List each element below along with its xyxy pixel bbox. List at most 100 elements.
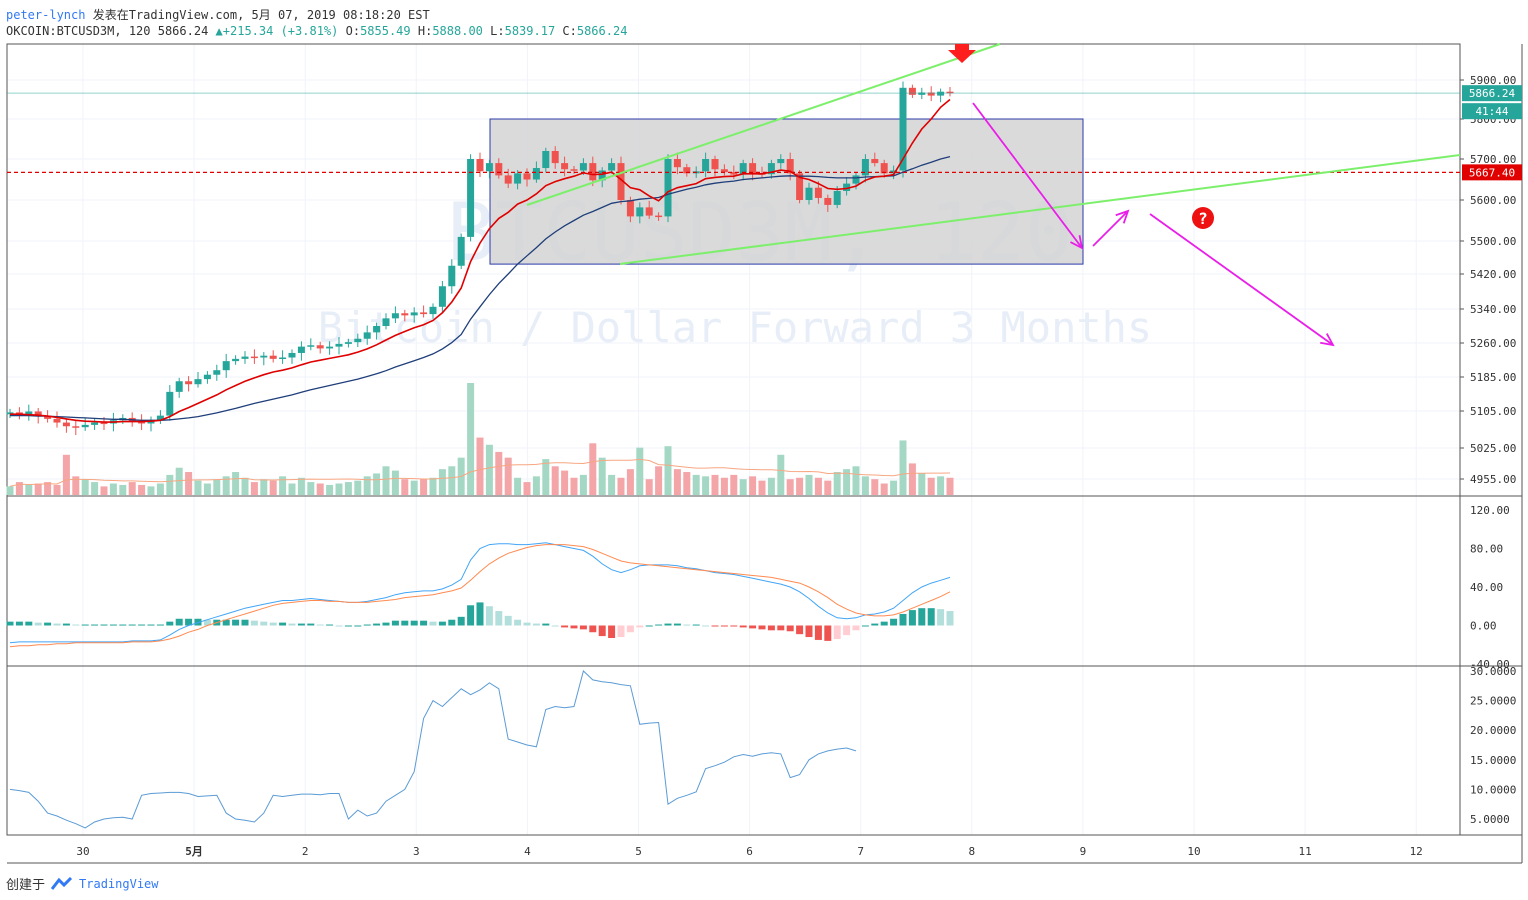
candle-body <box>589 163 597 181</box>
up-triangle-icon: ▲ <box>215 24 223 38</box>
macd-histogram-bar <box>241 619 249 626</box>
volatility-pane <box>9 670 857 829</box>
macd-histogram-bar <box>6 621 14 626</box>
macd-histogram-bar <box>222 619 230 626</box>
volume-bar <box>608 474 616 495</box>
volume-bar <box>6 486 14 495</box>
macd-tick-label: 120.00 <box>1470 504 1510 517</box>
volatility-tick-label: 25.0000 <box>1470 695 1516 708</box>
candle-body <box>551 151 559 164</box>
macd-histogram-bar <box>297 623 305 626</box>
candle-body <box>138 421 146 424</box>
last-price-tag: 5866.24 <box>1469 87 1516 100</box>
candle-body <box>72 426 80 428</box>
drawings-back[interactable] <box>489 118 1084 265</box>
candle-body <box>279 357 287 360</box>
macd-histogram-bar <box>532 623 540 626</box>
volume-bar <box>598 457 606 495</box>
volume-bar <box>579 474 587 495</box>
candle-body <box>288 352 296 358</box>
volatility-line <box>9 670 857 829</box>
macd-histogram-bar <box>796 625 804 635</box>
volume-bar <box>749 476 757 495</box>
candle-body <box>91 422 99 425</box>
macd-histogram-bar <box>62 623 70 626</box>
candle-body <box>908 87 916 95</box>
candle-body <box>241 356 249 359</box>
macd-histogram-bar <box>485 606 493 626</box>
volume-bar <box>81 479 89 495</box>
candle-body <box>363 332 371 339</box>
volume-bar <box>692 474 700 495</box>
candle-body <box>344 342 352 344</box>
candle-body <box>485 163 493 172</box>
macd-histogram-bar <box>542 623 550 626</box>
candle-body <box>373 326 381 333</box>
macd-histogram-bar <box>579 625 587 630</box>
volume-bar <box>109 483 117 495</box>
volatility-tick-label: 10.0000 <box>1470 783 1516 796</box>
macd-histogram-bar <box>429 621 437 626</box>
candle-body <box>175 381 183 392</box>
volume-bar <box>232 472 240 495</box>
macd-histogram-bar <box>767 625 775 631</box>
price-tick-label: 5025.00 <box>1470 442 1516 455</box>
macd-histogram-bar <box>843 625 851 636</box>
time-tick-label: 8 <box>968 845 975 858</box>
volume-bar <box>542 459 550 495</box>
volume-bar <box>213 479 221 495</box>
time-tick-label: 10 <box>1187 845 1200 858</box>
drawings[interactable]: ? <box>526 43 1461 347</box>
macd-histogram-bar <box>250 620 258 626</box>
price-tick-label: 5185.00 <box>1470 371 1516 384</box>
volume-bar <box>128 482 136 495</box>
lower-trend-line <box>619 154 1461 265</box>
macd-histogram-bar <box>927 608 935 626</box>
candle-body <box>34 411 42 416</box>
candle-body <box>711 159 719 170</box>
volume-bar <box>391 470 399 495</box>
volume-bar <box>711 474 719 495</box>
candle-body <box>749 163 757 174</box>
candle-body <box>297 346 305 353</box>
macd-tick-label: 0.00 <box>1470 620 1497 633</box>
candle-body <box>946 91 954 94</box>
candle-body <box>81 424 89 428</box>
macd-histogram-bar <box>758 625 766 630</box>
candle-body <box>354 338 362 343</box>
macd-histogram-bar <box>561 625 569 628</box>
volume-bar <box>269 480 277 495</box>
price-tick-label: 5700.00 <box>1470 153 1516 166</box>
macd-histogram-bar <box>523 622 531 626</box>
candle-body <box>185 381 193 385</box>
macd-histogram-bar <box>683 624 691 626</box>
volume-bar <box>297 477 305 495</box>
candle-body <box>720 169 728 173</box>
volume-bar <box>523 482 531 495</box>
macd-histogram-bar <box>100 624 108 626</box>
macd-histogram-bar <box>636 625 644 628</box>
tradingview-brand-link[interactable]: TradingView <box>79 876 159 891</box>
macd-tick-label: 80.00 <box>1470 543 1503 556</box>
candle-body <box>213 370 221 375</box>
volume-bar <box>53 484 61 495</box>
macd-pane <box>6 542 954 648</box>
projection-arrow-down-2 <box>1149 213 1334 346</box>
macd-histogram-bar <box>749 625 757 629</box>
volume-bar <box>420 479 428 495</box>
last-price-tag-bg <box>1462 85 1522 102</box>
volume-bar <box>908 463 916 495</box>
candle-body <box>504 175 512 184</box>
ma-fast-line <box>10 98 951 423</box>
volume-bar <box>589 443 597 495</box>
open-label: O: <box>345 24 361 38</box>
author-name[interactable]: peter-lynch <box>6 8 86 22</box>
macd-histogram-bar <box>908 610 916 626</box>
volume-bar <box>175 467 183 495</box>
candle-body <box>222 361 230 371</box>
macd-histogram-bar <box>692 624 700 626</box>
last-price: 5866.24 <box>157 24 209 38</box>
volume-bar <box>166 474 174 495</box>
volume-bar <box>946 477 954 495</box>
